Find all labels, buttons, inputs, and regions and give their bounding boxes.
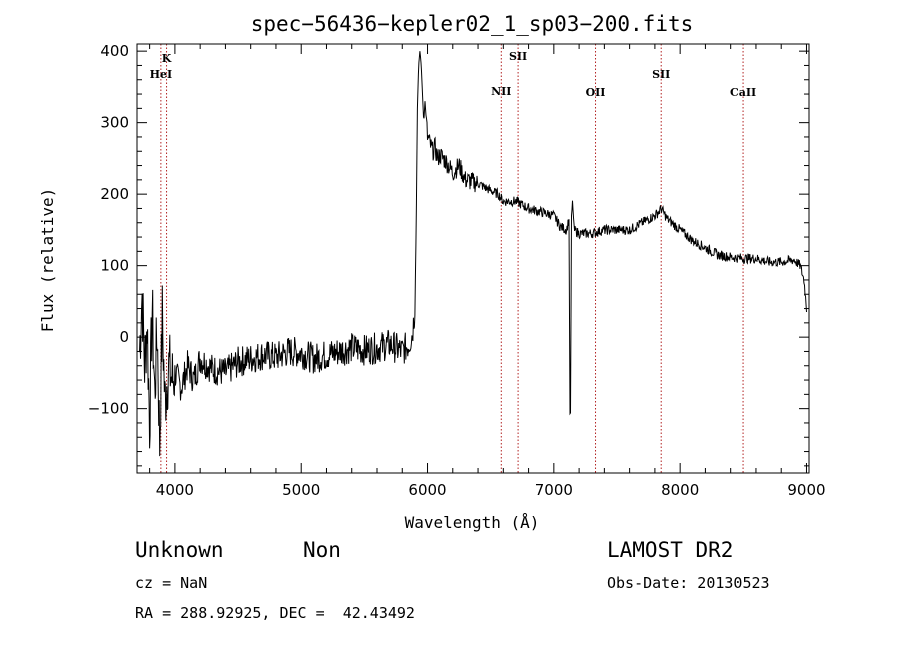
redshift-label: cz = NaN (135, 574, 208, 592)
chart-title: spec−56436−kepler02_1_sp03−200.fits (251, 12, 694, 36)
x-tick-label: 9000 (787, 481, 825, 499)
plot-frame (136, 43, 810, 474)
x-tick-label: 8000 (661, 481, 699, 499)
spectral-line-label: SII (652, 68, 670, 81)
y-axis-label: Flux (relative) (38, 188, 57, 333)
y-tick-label: 0 (119, 328, 129, 346)
survey-label: LAMOST DR2 (607, 538, 734, 562)
spectral-line-label: NII (491, 85, 511, 98)
spectral-line-label: OII (586, 86, 606, 99)
y-tick-label: 400 (100, 42, 129, 60)
x-tick-label: 4000 (156, 481, 194, 499)
y-axis: −100 0 100 200 300 400 (88, 42, 809, 467)
spectrum-series-line (139, 51, 807, 457)
x-axis: 4000 5000 6000 7000 8000 9000 (149, 44, 826, 499)
y-tick-label: 300 (100, 114, 129, 132)
series-group (139, 51, 807, 457)
x-tick-label: 6000 (408, 481, 446, 499)
x-tick-label: 5000 (282, 481, 320, 499)
spectral-line-label: HeI (150, 68, 173, 81)
obs-date-label: Obs-Date: 20130523 (607, 574, 770, 592)
spectral-line-label: CaII (730, 86, 756, 99)
y-tick-label: −100 (88, 400, 129, 418)
class-label: Unknown (135, 538, 224, 562)
subclass-label: Non (303, 538, 341, 562)
x-axis-label: Wavelength (Å) (405, 513, 540, 532)
coordinates-label: RA = 288.92925, DEC = 42.43492 (135, 604, 415, 622)
spectral-lines: K HeI NII SII OII SII CaII (150, 44, 756, 473)
y-tick-label: 200 (100, 185, 129, 203)
spectral-line-label: SII (509, 50, 527, 63)
y-tick-label: 100 (100, 257, 129, 275)
spectral-line-label: K (162, 52, 172, 65)
x-tick-label: 7000 (535, 481, 573, 499)
